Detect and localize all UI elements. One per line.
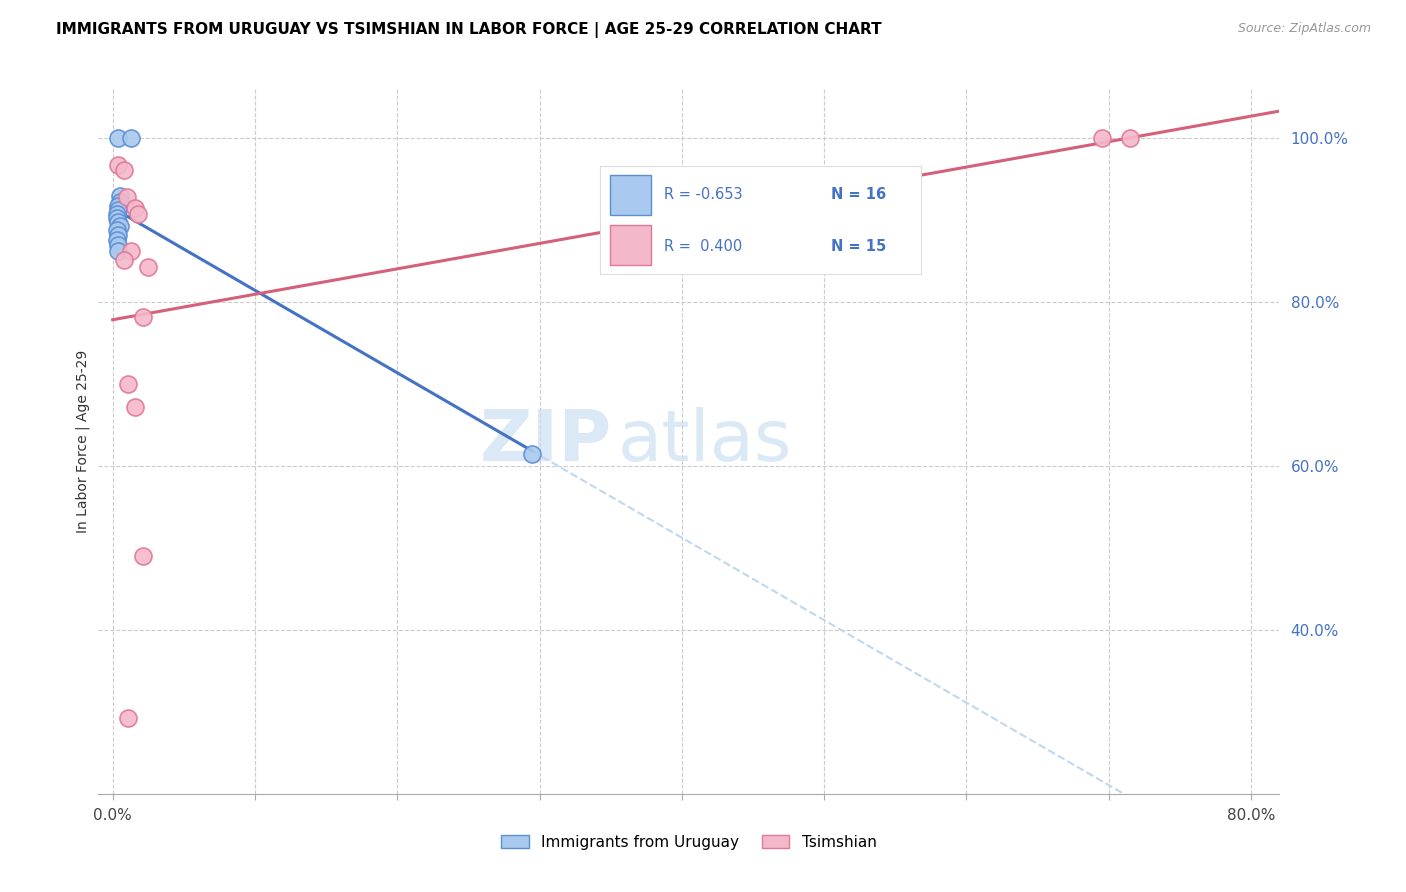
Point <box>1119 131 1142 145</box>
Point <box>136 260 159 274</box>
Point <box>108 195 131 210</box>
Text: N = 16: N = 16 <box>831 187 886 202</box>
Point <box>107 215 129 229</box>
FancyBboxPatch shape <box>610 175 651 215</box>
Point <box>105 223 128 237</box>
Point <box>131 310 153 324</box>
Point <box>127 207 149 221</box>
Point <box>115 190 138 204</box>
Point <box>105 233 128 247</box>
Point <box>124 400 146 414</box>
Point <box>1090 131 1112 145</box>
Point <box>107 238 129 252</box>
Point <box>107 158 129 172</box>
Point <box>131 549 153 564</box>
Point <box>107 198 129 212</box>
Text: Source: ZipAtlas.com: Source: ZipAtlas.com <box>1237 22 1371 36</box>
Text: R =  0.400: R = 0.400 <box>664 239 742 254</box>
Point <box>522 447 544 461</box>
Y-axis label: In Labor Force | Age 25-29: In Labor Force | Age 25-29 <box>76 350 90 533</box>
Point <box>124 201 146 215</box>
Legend: Immigrants from Uruguay, Tsimshian: Immigrants from Uruguay, Tsimshian <box>502 835 876 850</box>
Point <box>107 202 129 217</box>
Point <box>105 211 128 225</box>
Point <box>117 711 139 725</box>
Point <box>120 244 142 259</box>
Text: R = -0.653: R = -0.653 <box>664 187 742 202</box>
Text: N = 15: N = 15 <box>831 239 886 254</box>
Text: ZIP: ZIP <box>479 407 612 476</box>
Point <box>108 219 131 233</box>
Point <box>107 228 129 243</box>
FancyBboxPatch shape <box>610 226 651 266</box>
Text: IMMIGRANTS FROM URUGUAY VS TSIMSHIAN IN LABOR FORCE | AGE 25-29 CORRELATION CHAR: IMMIGRANTS FROM URUGUAY VS TSIMSHIAN IN … <box>56 22 882 38</box>
Point <box>112 162 135 177</box>
Point <box>105 207 128 221</box>
Point <box>107 244 129 259</box>
Point <box>112 252 135 267</box>
Point <box>108 188 131 202</box>
Text: atlas: atlas <box>619 407 793 476</box>
Point <box>120 131 142 145</box>
Point <box>117 377 139 392</box>
Point <box>107 131 129 145</box>
